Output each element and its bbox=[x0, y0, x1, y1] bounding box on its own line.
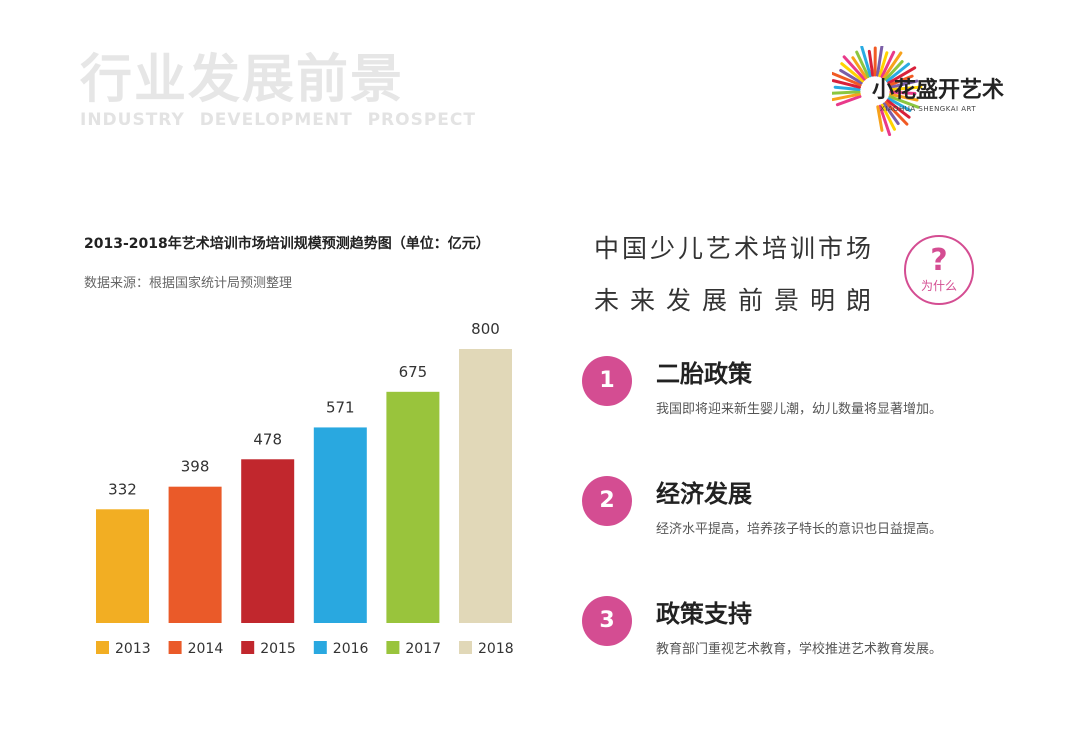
legend-label: 2018 bbox=[478, 641, 514, 657]
logo-ray bbox=[882, 51, 903, 80]
logo-ray bbox=[840, 62, 865, 83]
question-icon: ? bbox=[930, 243, 948, 278]
logo-subtitle: XIAOHUA SHENGKAI ART bbox=[880, 105, 977, 113]
reason-description: 经济水平提高，培养孩子特长的意识也日益提高。 bbox=[656, 522, 943, 537]
bar-value-label: 398 bbox=[181, 458, 210, 476]
logo-ray bbox=[842, 55, 866, 81]
logo-ray bbox=[887, 66, 917, 85]
bar-value-label: 478 bbox=[253, 430, 282, 448]
logo-ray bbox=[889, 85, 923, 92]
logo-name: 小花盛开艺术 bbox=[872, 78, 1005, 103]
logo-ray bbox=[832, 79, 861, 89]
logo-ray bbox=[889, 92, 919, 102]
logo-flower-icon bbox=[832, 46, 923, 136]
page-subtitle: INDUSTRY DEVELOPMENT PROSPECT bbox=[80, 110, 476, 130]
legend-swatch bbox=[459, 641, 472, 654]
reason-description: 教育部门重视艺术教育，学校推进艺术教育发展。 bbox=[656, 642, 943, 657]
bar-2018 bbox=[459, 349, 512, 623]
reason-item-2: 2 经济发展 经济水平提高，培养孩子特长的意识也日益提高。 bbox=[582, 476, 1042, 546]
legend-label: 2015 bbox=[260, 641, 296, 657]
why-badge-text: 为什么 bbox=[920, 279, 957, 293]
logo-ray bbox=[880, 103, 897, 131]
reason-number-badge: 2 bbox=[582, 476, 632, 526]
logo-ray bbox=[833, 85, 861, 91]
legend-swatch bbox=[386, 641, 400, 654]
bar-value-label: 571 bbox=[326, 398, 355, 416]
bar-value-label: 800 bbox=[471, 320, 500, 338]
logo-ray bbox=[832, 92, 861, 102]
bar-value-label: 332 bbox=[108, 480, 137, 498]
logo-ray bbox=[889, 90, 917, 96]
legend-swatch bbox=[168, 641, 182, 654]
bar-2017 bbox=[386, 391, 440, 623]
logo-ray bbox=[884, 101, 909, 126]
legend-swatch bbox=[96, 641, 109, 654]
reason-number-badge: 1 bbox=[582, 356, 632, 406]
logo-ray bbox=[876, 105, 884, 132]
legend-label: 2016 bbox=[333, 641, 369, 657]
logo: 小花盛开艺术 XIAOHUA SHENGKAI ART bbox=[832, 46, 1022, 136]
legend-swatch bbox=[313, 641, 327, 654]
legend-swatch bbox=[241, 641, 255, 654]
chart-source: 数据来源：根据国家统计局预测整理 bbox=[84, 276, 293, 291]
logo-ray bbox=[889, 79, 919, 89]
reason-item-1: 1 二胎政策 我国即将迎来新生婴儿潮，幼儿数量将显著增加。 bbox=[582, 356, 1042, 426]
reason-description: 我国即将迎来新生婴儿潮，幼儿数量将显著增加。 bbox=[656, 402, 943, 417]
bar-2015 bbox=[241, 459, 295, 623]
logo-ray bbox=[888, 74, 914, 87]
bar-2016 bbox=[313, 427, 367, 623]
logo-ray bbox=[839, 68, 863, 85]
bar-chart: 332 2013 398 2014 478 2015 571 2016 675 2017 800 20… bbox=[96, 320, 514, 657]
headline-line-2: 未来发展前景明朗 bbox=[594, 286, 883, 315]
logo-ray bbox=[887, 97, 912, 112]
logo-ray bbox=[885, 62, 911, 83]
logo-ray bbox=[886, 99, 911, 119]
logo-ray bbox=[875, 46, 884, 77]
logo-ray bbox=[880, 50, 896, 79]
reason-title: 二胎政策 bbox=[656, 360, 752, 388]
logo-ray bbox=[851, 56, 868, 80]
bar-2014 bbox=[168, 486, 222, 623]
bar-value-label: 675 bbox=[399, 363, 428, 381]
logo-ray bbox=[878, 51, 889, 78]
chart-title: 2013-2018年艺术培训市场培训规模预测趋势图（单位：亿元） bbox=[84, 236, 490, 252]
reason-title: 政策支持 bbox=[656, 600, 752, 628]
headline-line-1: 中国少儿艺术培训市场 bbox=[594, 234, 875, 263]
reason-title: 经济发展 bbox=[656, 480, 752, 508]
logo-ray bbox=[832, 71, 862, 87]
logo-ray bbox=[878, 104, 892, 136]
reason-number-badge: 3 bbox=[582, 596, 632, 646]
legend-label: 2013 bbox=[115, 641, 151, 657]
logo-ray bbox=[882, 102, 900, 126]
logo-ray bbox=[835, 94, 862, 107]
logo-ray bbox=[832, 90, 861, 95]
bar-2013 bbox=[96, 509, 149, 623]
logo-ray bbox=[888, 95, 920, 109]
legend-label: 2014 bbox=[188, 641, 224, 657]
page-title: 行业发展前景 bbox=[80, 50, 405, 110]
logo-ray bbox=[860, 46, 872, 78]
legend-label: 2017 bbox=[405, 641, 441, 657]
logo-ray bbox=[855, 50, 870, 79]
why-badge: ? 为什么 bbox=[904, 235, 974, 305]
reason-item-3: 3 政策支持 教育部门重视艺术教育，学校推进艺术教育发展。 bbox=[582, 596, 1042, 666]
logo-ray bbox=[884, 60, 904, 81]
logo-ray bbox=[867, 49, 875, 77]
